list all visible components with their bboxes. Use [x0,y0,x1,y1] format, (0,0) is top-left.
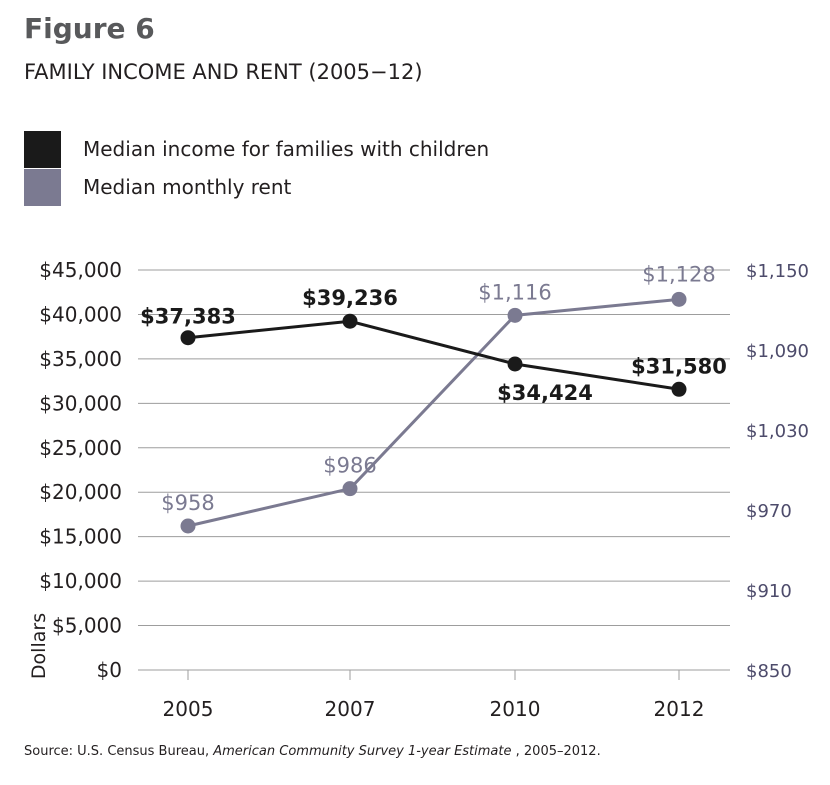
source-title: American Community Survey 1-year Estimat… [213,744,512,759]
y-left-tick-35-000: $35,000 [39,347,122,371]
legend: Median income for families with children… [24,130,489,206]
legend-item-rent: Median monthly rent [24,168,489,206]
y-right-tick-850: $850 [746,661,792,682]
y-axis-right-labels: $850 $910 $970 $1,030 $1,090 $1,150 [746,261,809,682]
income-label-2012: $31,580 [631,354,727,378]
rent-point-2007 [342,481,358,497]
y-left-tick-45-000: $45,000 [39,258,122,282]
source-prefix: Source: U.S. Census Bureau, [24,744,214,759]
income-label-2005: $37,383 [140,305,236,329]
y-left-tick-0: $0 [97,658,122,682]
y-right-tick-1-030: $1,030 [746,421,809,442]
rent-point-2010 [507,307,523,323]
chart-title: FAMILY INCOME AND RENT (2005−12) [24,60,423,84]
y-right-tick-970: $970 [746,501,792,522]
y-axis-title: Dollars [28,613,50,679]
rent-point-2012 [671,291,687,307]
y-right-tick-1-090: $1,090 [746,341,809,362]
y-left-tick-15-000: $15,000 [39,525,122,549]
legend-swatch-income [24,130,61,168]
legend-item-income: Median income for families with children [24,130,489,168]
x-axis-ticks [187,670,680,680]
rent-label-2010: $1,116 [478,280,551,304]
rent-label-2007: $986 [323,454,376,478]
series-line-income [187,319,680,391]
income-label-2010: $34,424 [497,381,593,405]
line-chart: $0 $5,000 $10,000 $15,000 $20,000 $25,000 $30,… [28,258,809,721]
y-right-tick-910: $910 [746,581,792,602]
y-left-tick-10-000: $10,000 [39,569,122,593]
series-line-rent [187,297,680,528]
y-right-tick-1-150: $1,150 [746,261,809,282]
y-left-tick-40-000: $40,000 [39,302,122,326]
rent-point-2005 [180,518,196,534]
legend-label-rent: Median monthly rent [83,175,292,199]
legend-swatch-rent [24,168,61,206]
income-point-2012 [671,381,687,397]
income-point-2005 [180,330,196,346]
legend-label-income: Median income for families with children [83,137,490,161]
x-label-2005: 2005 [163,697,214,721]
series-points [180,291,687,534]
x-label-2012: 2012 [654,697,705,721]
x-label-2007: 2007 [325,697,376,721]
income-label-2007: $39,236 [302,286,398,310]
income-point-2007 [342,313,358,329]
y-left-tick-30-000: $30,000 [39,391,122,415]
data-labels: $958 $986 $1,116 $1,128 $37,383 $39,236 $34,42… [140,262,727,515]
series-lines [187,297,680,528]
income-point-2010 [507,356,523,372]
rent-label-2005: $958 [161,491,214,515]
x-label-2010: 2010 [490,697,541,721]
source-note: Source: U.S. Census Bureau, American Com… [24,744,601,759]
x-axis-labels: 2005 2007 2010 2012 [163,697,705,721]
y-left-tick-5-000: $5,000 [52,614,122,638]
y-left-tick-20-000: $20,000 [39,480,122,504]
rent-label-2012: $1,128 [642,262,715,286]
y-axis-left-labels: $0 $5,000 $10,000 $15,000 $20,000 $25,000 $30,… [39,258,122,682]
figure-label: Figure 6 [24,12,155,45]
gridlines [138,269,730,671]
source-suffix: , 2005–2012. [511,744,601,759]
y-left-tick-25-000: $25,000 [39,436,122,460]
